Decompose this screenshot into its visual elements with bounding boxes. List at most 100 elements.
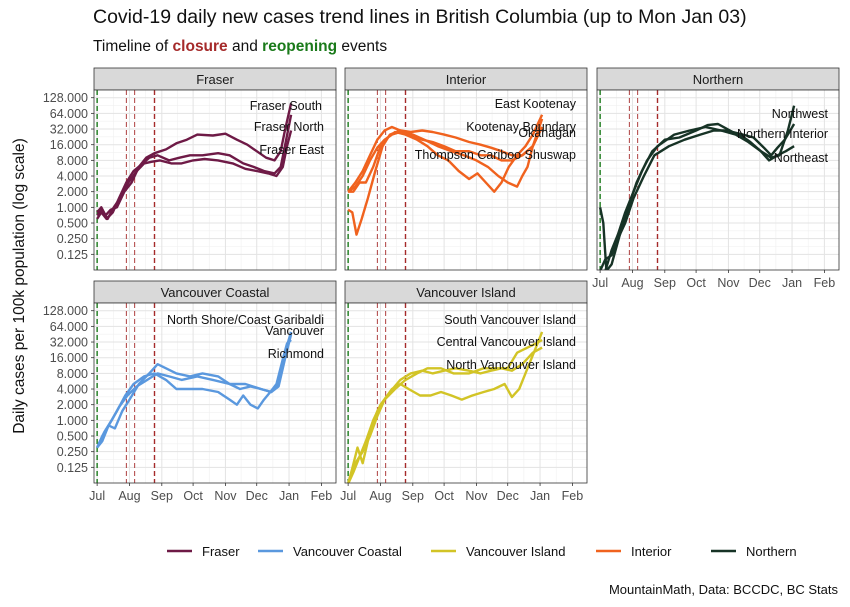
series-label: Fraser East bbox=[259, 143, 324, 157]
series-line-thompson-cariboo-shuswap bbox=[347, 126, 544, 193]
x-tick-label: Dec bbox=[497, 489, 519, 503]
series-label: Thompson Cariboo Shuswap bbox=[415, 148, 576, 162]
chart-title: Covid-19 daily new cases trend lines in … bbox=[93, 6, 747, 28]
chart-caption: MountainMath, Data: BCCDC, BC Stats bbox=[608, 582, 838, 597]
panel-strip-label: Fraser bbox=[196, 72, 234, 87]
panel-strip-label: Interior bbox=[446, 72, 487, 87]
y-tick-label: 2.000 bbox=[57, 398, 88, 412]
y-tick-label: 64.000 bbox=[50, 107, 88, 121]
y-tick-label: 0.500 bbox=[57, 430, 88, 444]
legend-label: Interior bbox=[631, 544, 672, 559]
series-line-richmond bbox=[96, 334, 293, 449]
panel-background bbox=[345, 303, 587, 483]
x-tick-label: Jul bbox=[340, 489, 356, 503]
series-line-east-kootenay bbox=[348, 114, 544, 193]
series-line-okanagan bbox=[347, 125, 544, 193]
subtitle-middle: and bbox=[227, 38, 263, 55]
legend-label: Vancouver Coastal bbox=[293, 544, 402, 559]
x-tick-label: Jul bbox=[89, 489, 105, 503]
series-line-kootenay-boundary bbox=[347, 118, 544, 236]
panel-vancouver-island: Vancouver Island South Vancouver Island Ce… bbox=[340, 280, 588, 503]
series-line-central-vancouver-island bbox=[347, 338, 543, 483]
chart-subtitle: Timeline of closure and reopening events bbox=[93, 38, 387, 56]
series-label: East Kootenay bbox=[495, 97, 577, 111]
x-tick-label: Sep bbox=[151, 489, 173, 503]
x-tick-label: Dec bbox=[749, 276, 771, 290]
series-line-north-vancouver-island bbox=[347, 346, 543, 483]
y-tick-label: 8.000 bbox=[57, 154, 88, 168]
panel-interior: Interior East Kootenay Kootenay BoundaryOk… bbox=[344, 67, 588, 271]
legend-label: Vancouver Island bbox=[466, 544, 566, 559]
y-tick-label: 1.000 bbox=[57, 414, 88, 428]
x-tick-label: Nov bbox=[465, 489, 488, 503]
y-tick-label: 32.000 bbox=[50, 123, 88, 137]
panel-background bbox=[345, 90, 587, 270]
y-tick-label: 16.000 bbox=[50, 351, 88, 365]
y-tick-label: 0.250 bbox=[57, 445, 88, 459]
series-label: South Vancouver Island bbox=[444, 313, 576, 327]
panel-border bbox=[596, 89, 840, 271]
x-tick-label: Jan bbox=[782, 276, 802, 290]
series-label: Kootenay Boundary bbox=[466, 120, 577, 134]
panel-strip-label: Northern bbox=[693, 72, 744, 87]
x-tick-label: Aug bbox=[118, 489, 140, 503]
y-tick-label: 32.000 bbox=[50, 336, 88, 350]
x-tick-label: Oct bbox=[183, 489, 203, 503]
series-line-northwest bbox=[598, 105, 796, 270]
subtitle-reopening: reopening bbox=[262, 38, 338, 55]
panel-border bbox=[93, 89, 337, 271]
x-tick-label: Nov bbox=[214, 489, 237, 503]
y-tick-label: 1.000 bbox=[57, 201, 88, 215]
subtitle-closure: closure bbox=[172, 38, 228, 55]
subtitle-prefix: Timeline of bbox=[93, 38, 173, 55]
series-label: Okanagan bbox=[518, 126, 576, 140]
series-label: Fraser South bbox=[250, 99, 322, 113]
y-tick-label: 0.125 bbox=[57, 248, 88, 262]
series-label: Fraser North bbox=[254, 120, 324, 134]
x-tick-label: Nov bbox=[717, 276, 740, 290]
x-tick-label: Dec bbox=[246, 489, 268, 503]
series-line-fraser-east bbox=[96, 130, 293, 221]
x-tick-label: Jan bbox=[279, 489, 299, 503]
panel-border bbox=[344, 89, 588, 271]
series-label: North Vancouver Island bbox=[446, 358, 576, 372]
x-tick-label: Feb bbox=[814, 276, 836, 290]
panel-vancouver-coastal: Vancouver Coastal North Shore/Coast Garib… bbox=[43, 280, 337, 503]
panel-fraser: Fraser Fraser South Fraser North Fraser Eas… bbox=[43, 67, 337, 271]
series-label: Northwest bbox=[772, 107, 829, 121]
x-tick-label: Feb bbox=[562, 489, 584, 503]
legend: Fraser Vancouver Coastal Vancouver Island I… bbox=[167, 544, 797, 559]
panel-border bbox=[344, 302, 588, 484]
x-tick-label: Oct bbox=[686, 276, 706, 290]
y-tick-label: 4.000 bbox=[57, 383, 88, 397]
panel-border bbox=[93, 302, 337, 484]
y-tick-label: 8.000 bbox=[57, 367, 88, 381]
x-tick-label: Oct bbox=[434, 489, 454, 503]
series-label: Vancouver bbox=[265, 324, 324, 338]
series-label: Central Vancouver Island bbox=[437, 335, 576, 349]
x-tick-label: Jan bbox=[530, 489, 550, 503]
x-tick-label: Aug bbox=[621, 276, 643, 290]
series-label: Richmond bbox=[268, 347, 324, 361]
y-tick-label: 4.000 bbox=[57, 170, 88, 184]
subtitle-suffix: events bbox=[337, 38, 388, 55]
panel-northern: Northern Northwest Northern Interior Northe… bbox=[592, 67, 840, 290]
y-tick-label: 0.125 bbox=[57, 461, 88, 475]
y-tick-label: 64.000 bbox=[50, 320, 88, 334]
y-tick-label: 128.000 bbox=[43, 304, 88, 318]
legend-label: Fraser bbox=[202, 544, 240, 559]
series-label: Northern Interior bbox=[737, 127, 828, 141]
panel-strip-label: Vancouver Island bbox=[416, 285, 516, 300]
series-line-northern-interior bbox=[600, 122, 796, 270]
y-axis-title: Daily cases per 100k population (log sca… bbox=[11, 138, 28, 434]
panel-strip-label: Vancouver Coastal bbox=[161, 285, 270, 300]
x-tick-label: Sep bbox=[402, 489, 424, 503]
x-tick-label: Sep bbox=[654, 276, 676, 290]
y-tick-label: 2.000 bbox=[57, 185, 88, 199]
y-tick-label: 0.250 bbox=[57, 232, 88, 246]
series-line-northeast bbox=[599, 129, 795, 270]
y-tick-label: 0.500 bbox=[57, 217, 88, 231]
series-label: Northeast bbox=[774, 151, 829, 165]
x-tick-label: Jul bbox=[592, 276, 608, 290]
